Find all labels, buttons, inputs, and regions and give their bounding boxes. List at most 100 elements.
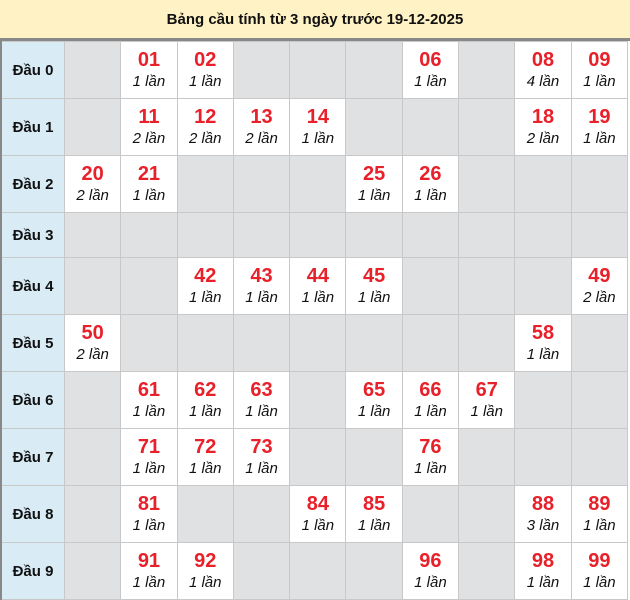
number-cell: 66 1 lần xyxy=(401,371,460,429)
empty-cell xyxy=(289,314,347,372)
number: 58 xyxy=(531,322,555,344)
empty-cell xyxy=(289,155,347,213)
number-cell: 43 1 lần xyxy=(232,257,291,315)
empty-cell xyxy=(232,155,291,213)
empty-cell xyxy=(514,257,572,315)
number: 63 xyxy=(250,379,273,401)
count: 1 lần xyxy=(132,403,166,420)
empty-cell xyxy=(63,485,122,543)
table-title: Bảng cầu tính từ 3 ngày trước 19-12-2025 xyxy=(0,0,630,41)
number: 14 xyxy=(306,106,329,128)
number: 18 xyxy=(531,106,555,128)
number: 76 xyxy=(419,436,442,458)
empty-cell xyxy=(176,155,234,213)
number: 01 xyxy=(137,49,161,71)
count: 1 lần xyxy=(414,403,447,420)
empty-cell xyxy=(345,314,403,372)
row-label: Đầu 4 xyxy=(0,257,65,315)
empty-cell xyxy=(458,428,516,486)
number-cell: 89 1 lần xyxy=(570,485,629,543)
empty-cell xyxy=(345,212,403,258)
empty-cell xyxy=(63,542,122,600)
count: 2 lần xyxy=(76,346,109,363)
count: 1 lần xyxy=(583,130,616,147)
count: 2 lần xyxy=(188,130,222,147)
table-row: Đầu 3 xyxy=(0,212,629,258)
number: 43 xyxy=(250,265,273,287)
number-cell: 08 4 lần xyxy=(514,41,572,99)
empty-cell xyxy=(458,212,516,258)
number: 81 xyxy=(137,493,161,515)
count: 1 lần xyxy=(245,460,278,477)
count: 1 lần xyxy=(245,289,278,306)
count: 1 lần xyxy=(583,574,616,591)
number-cell: 67 1 lần xyxy=(458,371,516,429)
number-cell: 50 2 lần xyxy=(63,314,122,372)
number: 13 xyxy=(250,106,273,128)
number: 98 xyxy=(531,550,555,572)
row-label: Đầu 5 xyxy=(0,314,65,372)
number: 73 xyxy=(250,436,273,458)
number: 06 xyxy=(419,49,442,71)
number-cell: 91 1 lần xyxy=(120,542,178,600)
row-label: Đầu 3 xyxy=(0,212,65,258)
number-cell: 76 1 lần xyxy=(401,428,460,486)
number-cell: 14 1 lần xyxy=(289,98,347,156)
count: 1 lần xyxy=(132,574,166,591)
table-row: Đầu 9 91 1 lần 92 1 lần 96 1 lần 98 1 lần 99 1 lần xyxy=(0,542,629,600)
number-cell: 84 1 lần xyxy=(289,485,347,543)
number: 08 xyxy=(531,49,555,71)
table-row: Đầu 8 81 1 lần 84 1 lần 85 1 lần 88 3 lần 89 1 lần xyxy=(0,485,629,543)
number: 02 xyxy=(194,49,217,71)
number-cell: 71 1 lần xyxy=(120,428,178,486)
empty-cell xyxy=(401,485,460,543)
empty-cell xyxy=(232,542,291,600)
table-row: Đầu 7 71 1 lần 72 1 lần 73 1 lần 76 1 lần xyxy=(0,428,629,486)
empty-cell xyxy=(401,257,460,315)
empty-cell xyxy=(514,155,572,213)
count: 1 lần xyxy=(470,403,503,420)
row-label: Đầu 2 xyxy=(0,155,65,213)
number-cell: 18 2 lần xyxy=(514,98,572,156)
empty-cell xyxy=(514,371,572,429)
empty-cell xyxy=(345,542,403,600)
empty-cell xyxy=(570,155,629,213)
number: 12 xyxy=(194,106,217,128)
count: 1 lần xyxy=(188,460,222,477)
count: 2 lần xyxy=(583,289,616,306)
empty-cell xyxy=(289,41,347,99)
empty-cell xyxy=(401,212,460,258)
number-cell: 44 1 lần xyxy=(289,257,347,315)
number-cell: 99 1 lần xyxy=(570,542,629,600)
count: 1 lần xyxy=(132,187,166,204)
number: 25 xyxy=(363,163,386,185)
number: 91 xyxy=(137,550,161,572)
number-cell: 25 1 lần xyxy=(345,155,403,213)
number: 45 xyxy=(363,265,386,287)
table-row: Đầu 4 42 1 lần 43 1 lần 44 1 lần 45 1 lần 49 2 lần xyxy=(0,257,629,315)
number-cell: 45 1 lần xyxy=(345,257,403,315)
number: 66 xyxy=(419,379,442,401)
count: 2 lần xyxy=(132,130,166,147)
empty-cell xyxy=(232,212,291,258)
empty-cell xyxy=(458,314,516,372)
empty-cell xyxy=(232,314,291,372)
count: 2 lần xyxy=(245,130,278,147)
number: 11 xyxy=(138,106,160,128)
number-cell: 61 1 lần xyxy=(120,371,178,429)
number: 71 xyxy=(137,436,161,458)
number-cell: 21 1 lần xyxy=(120,155,178,213)
number-cell: 49 2 lần xyxy=(570,257,629,315)
number-cell: 02 1 lần xyxy=(176,41,234,99)
empty-cell xyxy=(176,212,234,258)
number: 21 xyxy=(137,163,161,185)
number: 44 xyxy=(306,265,329,287)
number: 67 xyxy=(475,379,498,401)
empty-cell xyxy=(458,41,516,99)
bridge-table: Đầu 0 01 1 lần 02 1 lần 06 1 lần 08 4 lần 09 1 lần… xyxy=(0,41,629,600)
number-cell: 12 2 lần xyxy=(176,98,234,156)
empty-cell xyxy=(63,98,122,156)
number: 65 xyxy=(363,379,386,401)
number: 96 xyxy=(419,550,442,572)
table-row: Đầu 1 11 2 lần 12 2 lần 13 2 lần 14 1 lần 18 2 lần… xyxy=(0,98,629,156)
